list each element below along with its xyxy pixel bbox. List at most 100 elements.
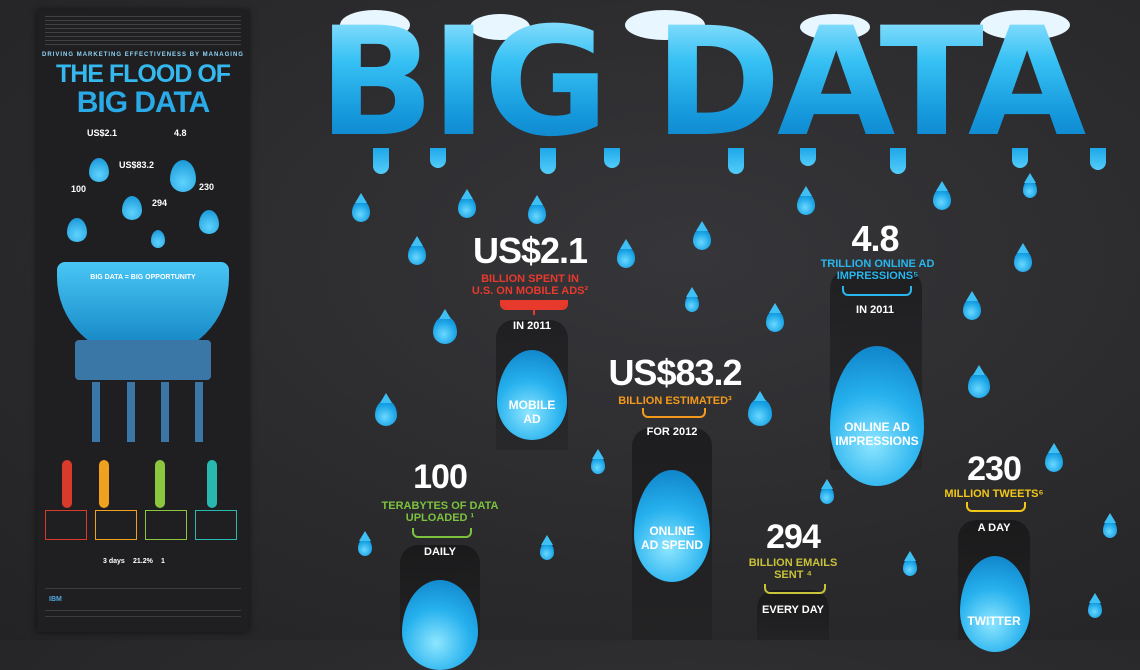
stat-period: EVERY DAY — [762, 604, 824, 616]
rain-drop-icon — [358, 531, 372, 556]
stat-number: US$2.1 — [472, 230, 588, 271]
rain-drop-icon — [685, 287, 699, 312]
desc-line: IMPRESSIONS⁵ — [836, 270, 919, 282]
drop-label: ONLINE AD SPEND — [620, 524, 724, 552]
desc-line: BILLION SPENT IN — [481, 273, 579, 285]
cloud-shape — [340, 10, 410, 40]
rain-drop-icon — [1088, 593, 1102, 618]
water-drop-icon — [151, 230, 165, 248]
cloud-shape — [800, 14, 870, 40]
drop-label-line: IMPRESSIONS — [835, 434, 919, 448]
brace-divider — [764, 584, 826, 594]
pipe — [92, 382, 100, 442]
desc-line: UPLOADED ¹ — [405, 512, 475, 524]
bottom-stat: 21.2% — [133, 558, 153, 565]
pipe — [195, 382, 203, 442]
rain-drop-icon — [352, 193, 370, 222]
drop-label: MOBILE AD — [480, 398, 584, 426]
big-drop-icon — [497, 350, 567, 440]
stat-description: TERABYTES OF DATA UPLOADED ¹ — [365, 500, 515, 524]
rain-drop-icon — [933, 181, 951, 210]
drop-label-line: TWITTER — [967, 614, 1021, 628]
drip-icon — [728, 148, 744, 174]
water-drop-icon — [67, 218, 87, 242]
big-drop-icon — [830, 346, 924, 486]
infographic-thumbnail: DRIVING MARKETING EFFECTIVENESS BY MANAG… — [37, 10, 249, 632]
rain-drop-icon — [1045, 443, 1063, 472]
divider — [45, 588, 241, 589]
drop-label: TWITTER — [942, 614, 1046, 628]
rain-drop-icon — [903, 551, 917, 576]
mini-stat: US$83.2 — [119, 160, 155, 170]
stat-number: 100 — [413, 458, 468, 496]
desc-line: TRILLION ONLINE AD — [820, 258, 935, 270]
stat-description: BILLION SPENT IN U.S. ON MOBILE ADS² — [445, 273, 615, 297]
rain-drop-icon — [528, 195, 546, 224]
rain-drop-icon — [797, 186, 815, 215]
rain-drop-icon — [1103, 513, 1117, 538]
green-tap-stream — [155, 460, 165, 508]
rain-drop-icon — [540, 535, 554, 560]
rain-drop-icon — [408, 236, 426, 265]
rain-drop-icon — [748, 391, 772, 426]
bowl-label: BIG DATA = BIG OPPORTUNITY — [90, 274, 196, 281]
cloud-shape — [980, 10, 1070, 40]
category-box — [45, 510, 87, 540]
water-drop-icon — [122, 196, 142, 220]
drop-label-line: AD — [523, 412, 541, 426]
rain-drop-icon — [963, 291, 981, 320]
stat-description: TRILLION ONLINE AD IMPRESSIONS⁵ — [800, 258, 955, 282]
desc-line: U.S. ON MOBILE ADS² — [471, 285, 589, 297]
bottom-stat: 3 days — [103, 558, 125, 565]
drip-icon — [430, 148, 446, 168]
drop-label-line: ONLINE AD — [844, 420, 910, 434]
desc-line: BILLION EMAILS — [748, 557, 838, 569]
stat-period: DAILY — [424, 546, 456, 558]
cloud-shape — [470, 14, 530, 40]
desc-line: SENT ⁴ — [774, 569, 812, 581]
rain-drop-icon — [591, 449, 605, 474]
rain-drop-icon — [1014, 243, 1032, 272]
mini-stat: 4.8 — [174, 128, 187, 138]
teal-tap-stream — [207, 460, 217, 508]
desc-line: MILLION TWEETS⁶ — [944, 488, 1044, 500]
red-tap-stream — [62, 460, 72, 508]
drip-icon — [800, 148, 816, 166]
category-box — [95, 510, 137, 540]
category-box — [195, 510, 237, 540]
thumbnail-title-line1: THE FLOOD OF — [55, 60, 231, 88]
stat-number: 230 — [967, 450, 1022, 488]
rain-drop-icon — [766, 303, 784, 332]
rain-drop-icon — [458, 189, 476, 218]
divider — [45, 616, 241, 617]
stat-period: IN 2011 — [513, 320, 551, 332]
rain-drop-icon — [968, 365, 990, 398]
category-box — [145, 510, 187, 540]
mini-stat: US$2.1 — [87, 128, 118, 138]
drop-label-line: MOBILE — [508, 398, 556, 412]
cloud-shape — [625, 10, 705, 40]
mini-stat: 294 — [152, 198, 168, 208]
stat-description: BILLION EMAILS SENT ⁴ — [720, 557, 866, 581]
drip-icon — [890, 148, 906, 174]
stat-number: US$83.2 — [608, 352, 742, 393]
desc-line: TERABYTES OF DATA — [381, 500, 499, 512]
water-drop-icon — [170, 160, 196, 192]
drip-icon — [373, 148, 389, 174]
ibm-logo: IBM — [49, 596, 62, 603]
orange-tap-stream — [99, 460, 109, 508]
rain-drop-icon — [1023, 173, 1037, 198]
mini-stat: 230 — [199, 182, 215, 192]
big-drop-icon — [634, 470, 710, 582]
drip-icon — [1012, 148, 1028, 168]
water-drop-icon — [199, 210, 219, 234]
stat-column — [757, 590, 829, 640]
thumbnail-subtitle: DRIVING MARKETING EFFECTIVENESS BY MANAG… — [42, 52, 244, 58]
bottom-stat: 1 — [161, 558, 165, 565]
big-drop-icon — [960, 556, 1030, 652]
drip-icon — [540, 148, 556, 174]
mini-stat: 100 — [71, 184, 87, 194]
desc-line: BILLION ESTIMATED³ — [618, 395, 732, 407]
rain-drop-icon — [820, 479, 834, 504]
divider — [45, 610, 241, 611]
